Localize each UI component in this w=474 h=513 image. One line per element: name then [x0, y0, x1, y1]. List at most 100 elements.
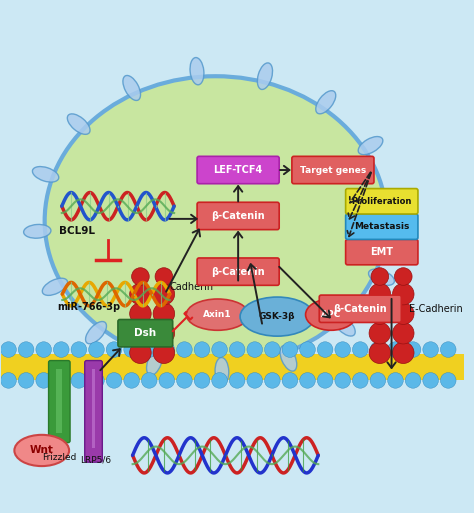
Ellipse shape	[240, 297, 314, 336]
Text: β-Catenin: β-Catenin	[211, 211, 265, 221]
Circle shape	[282, 342, 298, 358]
Ellipse shape	[123, 75, 140, 101]
Ellipse shape	[14, 435, 69, 466]
FancyBboxPatch shape	[48, 361, 70, 443]
Ellipse shape	[42, 278, 68, 295]
Circle shape	[106, 372, 122, 388]
Circle shape	[18, 342, 34, 358]
FancyBboxPatch shape	[346, 214, 418, 240]
Circle shape	[388, 342, 403, 358]
Circle shape	[124, 342, 139, 358]
Circle shape	[370, 372, 386, 388]
FancyBboxPatch shape	[319, 295, 401, 323]
Text: BCL9L: BCL9L	[59, 226, 95, 235]
FancyBboxPatch shape	[346, 240, 418, 265]
Circle shape	[423, 342, 438, 358]
Circle shape	[153, 323, 174, 344]
Circle shape	[36, 342, 52, 358]
FancyBboxPatch shape	[118, 320, 173, 347]
Circle shape	[124, 372, 139, 388]
Circle shape	[388, 372, 403, 388]
Circle shape	[392, 342, 414, 364]
Text: Frizzled: Frizzled	[42, 453, 76, 462]
Circle shape	[153, 303, 174, 324]
Circle shape	[194, 342, 210, 358]
Circle shape	[335, 372, 350, 388]
Text: LEF-TCF4: LEF-TCF4	[213, 165, 263, 175]
Circle shape	[392, 303, 414, 324]
Circle shape	[405, 342, 421, 358]
Circle shape	[335, 342, 350, 358]
Ellipse shape	[333, 314, 355, 336]
FancyBboxPatch shape	[292, 156, 374, 184]
Circle shape	[440, 342, 456, 358]
Text: Metastasis: Metastasis	[354, 222, 410, 231]
Circle shape	[153, 283, 174, 305]
Text: Proliferation: Proliferation	[352, 197, 412, 206]
Circle shape	[54, 372, 69, 388]
Circle shape	[371, 268, 389, 285]
Text: β-Catenin: β-Catenin	[211, 267, 265, 277]
FancyBboxPatch shape	[0, 354, 464, 381]
FancyBboxPatch shape	[197, 258, 279, 285]
Circle shape	[229, 372, 245, 388]
Circle shape	[159, 342, 174, 358]
Circle shape	[264, 372, 280, 388]
Circle shape	[423, 372, 438, 388]
FancyBboxPatch shape	[56, 369, 62, 433]
Circle shape	[212, 342, 228, 358]
Ellipse shape	[280, 345, 297, 371]
Circle shape	[394, 268, 412, 285]
Ellipse shape	[316, 91, 336, 114]
Circle shape	[177, 372, 192, 388]
Circle shape	[264, 342, 280, 358]
Ellipse shape	[379, 193, 406, 207]
Circle shape	[369, 342, 391, 364]
Circle shape	[317, 342, 333, 358]
FancyBboxPatch shape	[197, 156, 279, 184]
Ellipse shape	[85, 322, 107, 344]
Circle shape	[18, 372, 34, 388]
Ellipse shape	[45, 76, 387, 365]
Circle shape	[141, 372, 157, 388]
Circle shape	[36, 372, 52, 388]
Circle shape	[71, 342, 87, 358]
Circle shape	[353, 372, 368, 388]
Circle shape	[130, 342, 151, 364]
Ellipse shape	[257, 63, 273, 89]
Circle shape	[130, 323, 151, 344]
Circle shape	[370, 342, 386, 358]
Circle shape	[89, 372, 104, 388]
Text: Dsh: Dsh	[134, 328, 156, 338]
Circle shape	[141, 342, 157, 358]
Text: Wnt: Wnt	[30, 445, 54, 456]
Text: LRP5/6: LRP5/6	[80, 456, 111, 464]
Ellipse shape	[358, 136, 383, 154]
Ellipse shape	[368, 269, 394, 285]
Circle shape	[89, 342, 104, 358]
Circle shape	[0, 342, 16, 358]
Circle shape	[132, 268, 149, 285]
Text: β-Catenin: β-Catenin	[334, 304, 387, 314]
FancyBboxPatch shape	[197, 202, 279, 230]
FancyBboxPatch shape	[85, 361, 102, 462]
Text: Cadherin: Cadherin	[170, 282, 214, 292]
Ellipse shape	[190, 57, 204, 85]
Circle shape	[106, 342, 122, 358]
Circle shape	[300, 342, 315, 358]
Circle shape	[440, 372, 456, 388]
Circle shape	[369, 283, 391, 305]
Circle shape	[229, 342, 245, 358]
Circle shape	[71, 372, 87, 388]
Circle shape	[54, 342, 69, 358]
Circle shape	[177, 342, 192, 358]
Circle shape	[369, 323, 391, 344]
Text: miR-766-3p: miR-766-3p	[57, 302, 120, 312]
Ellipse shape	[24, 225, 51, 238]
FancyBboxPatch shape	[91, 369, 95, 447]
Text: Target genes: Target genes	[300, 166, 366, 174]
Circle shape	[0, 372, 16, 388]
Circle shape	[153, 342, 174, 364]
Circle shape	[317, 372, 333, 388]
Circle shape	[247, 342, 263, 358]
